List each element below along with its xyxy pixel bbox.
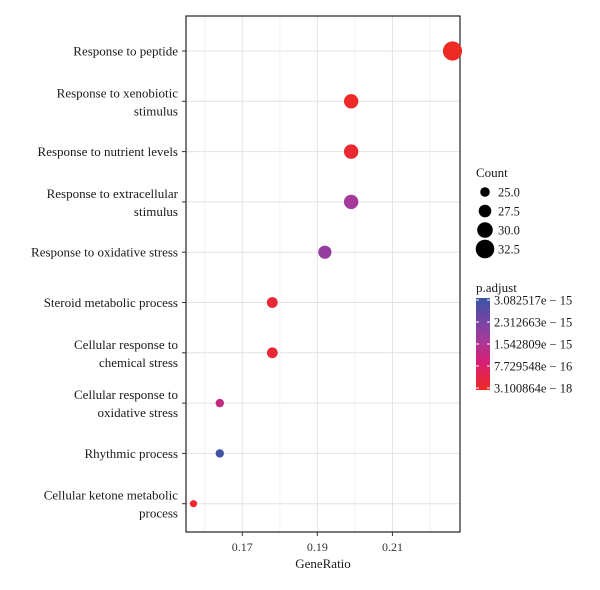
data-point-response-to-peptide — [442, 41, 463, 61]
color-legend-title: p.adjust — [476, 280, 517, 295]
category-label-line: stimulus — [134, 103, 178, 118]
category-label-line: Response to xenobiotic — [57, 85, 179, 100]
category-label-line: Cellular response to — [74, 387, 178, 402]
size-legend-label: 27.5 — [498, 205, 520, 219]
category-label-response-to-xenobiotic-stimulus: Response to xenobiotic stimulus — [57, 85, 179, 118]
color-legend-bar — [476, 298, 490, 390]
category-label-cellular-response-to-oxidative-stress: Cellular response to oxidative stress — [74, 387, 178, 420]
category-label-line: Cellular ketone metabolic — [44, 488, 179, 503]
category-label-response-to-peptide: Response to peptide — [73, 44, 178, 59]
size-legend-dot — [477, 222, 493, 238]
data-point-response-to-oxidative-stress — [318, 245, 332, 259]
x-tick-label: 0.17 — [232, 540, 253, 554]
category-label-line: Response to nutrient levels — [38, 144, 178, 159]
x-tick-label: 0.21 — [382, 540, 403, 554]
plot-area: Response to peptide Response to xenobioti… — [31, 15, 463, 571]
size-legend-label: 32.5 — [498, 243, 520, 257]
data-point-response-to-extracellular-stimulus — [343, 194, 359, 210]
data-point-cellular-response-to-chemical-stress — [266, 347, 278, 359]
color-legend-label: 3.100864e − 18 — [494, 382, 572, 396]
data-point-response-to-nutrient-levels — [343, 144, 359, 159]
data-point-cellular-ketone-metabolic-process — [189, 500, 198, 508]
color-legend-label: 3.082517e − 15 — [494, 294, 572, 308]
category-label-response-to-oxidative-stress: Response to oxidative stress — [31, 245, 178, 260]
category-label-line: Rhythmic process — [84, 446, 178, 461]
data-point-rhythmic-process — [215, 449, 224, 458]
category-label-line: stimulus — [134, 204, 178, 219]
category-label-line: Response to peptide — [73, 44, 178, 59]
size-legend-title: Count — [476, 165, 508, 180]
color-legend-label: 1.542809e − 15 — [494, 338, 572, 352]
category-label-line: process — [139, 506, 178, 521]
size-legend-label: 30.0 — [498, 224, 520, 238]
category-label-line: oxidative stress — [97, 405, 178, 420]
category-label-response-to-extracellular-stimulus: Response to extracellular stimulus — [47, 186, 179, 219]
category-label-steroid-metabolic-process: Steroid metabolic process — [44, 295, 178, 310]
size-legend-dot — [475, 239, 495, 259]
data-point-steroid-metabolic-process — [266, 297, 278, 308]
category-label-line: chemical stress — [99, 355, 178, 370]
color-legend-label: 7.729548e − 16 — [494, 360, 572, 374]
x-axis-title: GeneRatio — [295, 556, 351, 571]
size-legend-label: 25.0 — [498, 186, 520, 200]
category-label-cellular-response-to-chemical-stress: Cellular response to chemical stress — [74, 337, 178, 370]
category-label-line: Response to extracellular — [47, 186, 179, 201]
category-label-cellular-ketone-metabolic-process: Cellular ketone metabolic process — [44, 488, 179, 521]
data-point-response-to-xenobiotic-stimulus — [343, 94, 359, 109]
x-tick-label: 0.19 — [307, 540, 328, 554]
category-label-line: Response to oxidative stress — [31, 245, 178, 260]
category-label-line: Steroid metabolic process — [44, 295, 178, 310]
data-point-cellular-response-to-oxidative-stress — [215, 398, 224, 408]
color-legend-label: 2.312663e − 15 — [494, 316, 572, 330]
size-legend-dot — [480, 187, 490, 197]
category-label-response-to-nutrient-levels: Response to nutrient levels — [38, 144, 178, 159]
category-label-line: Cellular response to — [74, 337, 178, 352]
panel-border — [185, 15, 461, 533]
size-legend-dot — [478, 204, 492, 218]
category-label-rhythmic-process: Rhythmic process — [84, 446, 178, 461]
